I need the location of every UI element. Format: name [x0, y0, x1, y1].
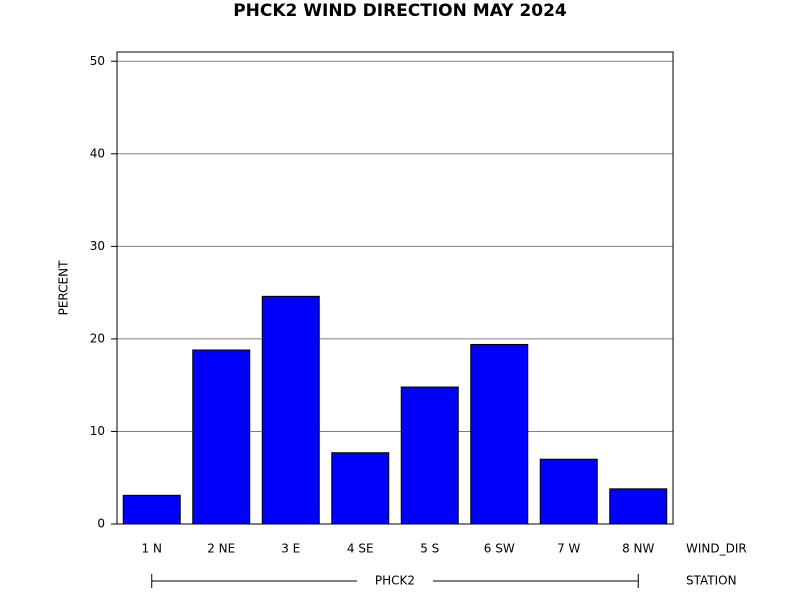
y-tick-label: 20: [90, 331, 105, 345]
y-tick-label: 50: [90, 54, 105, 68]
plot-frame: [116, 51, 674, 525]
y-tick-label: 40: [90, 146, 105, 160]
bar: [192, 349, 251, 525]
group-label: PHCK2: [375, 574, 415, 588]
bar: [122, 494, 181, 525]
x-tick-label: 4 SE: [347, 542, 374, 556]
y-tick-label: 10: [90, 424, 105, 438]
bar: [331, 452, 390, 525]
x-tick-label: 5 S: [420, 542, 439, 556]
x-tick-label: 8 NW: [622, 542, 654, 556]
y-axis-label: PERCENT: [57, 260, 71, 315]
bar: [261, 295, 320, 525]
bar: [470, 343, 529, 525]
x-tick-label: 7 W: [557, 542, 580, 556]
chart-title: PHCK2 WIND DIRECTION MAY 2024: [233, 1, 567, 21]
x-tick-label: 2 NE: [207, 542, 235, 556]
y-tick-label: 30: [90, 239, 105, 253]
x-axis-label: WIND_DIR: [686, 542, 747, 556]
x-tick-label: 1 N: [142, 542, 162, 556]
bar: [609, 488, 668, 525]
x-tick-label: 6 SW: [484, 542, 515, 556]
bar: [400, 386, 459, 525]
x-tick-label: 3 E: [281, 542, 300, 556]
group-axis-label: STATION: [686, 574, 737, 588]
y-tick-label: 0: [97, 517, 105, 531]
bar: [539, 458, 598, 525]
